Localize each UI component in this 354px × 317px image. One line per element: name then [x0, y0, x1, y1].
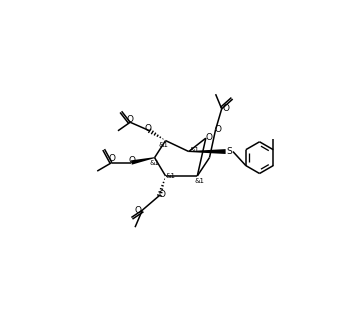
Polygon shape — [131, 157, 155, 165]
Text: O: O — [159, 190, 166, 199]
Text: O: O — [223, 104, 230, 113]
Text: &1: &1 — [195, 178, 205, 184]
Text: &1: &1 — [159, 142, 169, 148]
Text: O: O — [108, 154, 115, 163]
Text: O: O — [127, 115, 134, 124]
Text: O: O — [215, 125, 222, 134]
Text: O: O — [129, 156, 135, 165]
Text: O: O — [135, 206, 142, 215]
Text: &1: &1 — [166, 173, 176, 179]
Text: &1: &1 — [189, 146, 199, 152]
Text: S: S — [226, 147, 232, 156]
Text: O: O — [145, 124, 152, 133]
Text: O: O — [206, 133, 212, 142]
Text: &1: &1 — [150, 160, 160, 166]
Polygon shape — [189, 149, 225, 154]
